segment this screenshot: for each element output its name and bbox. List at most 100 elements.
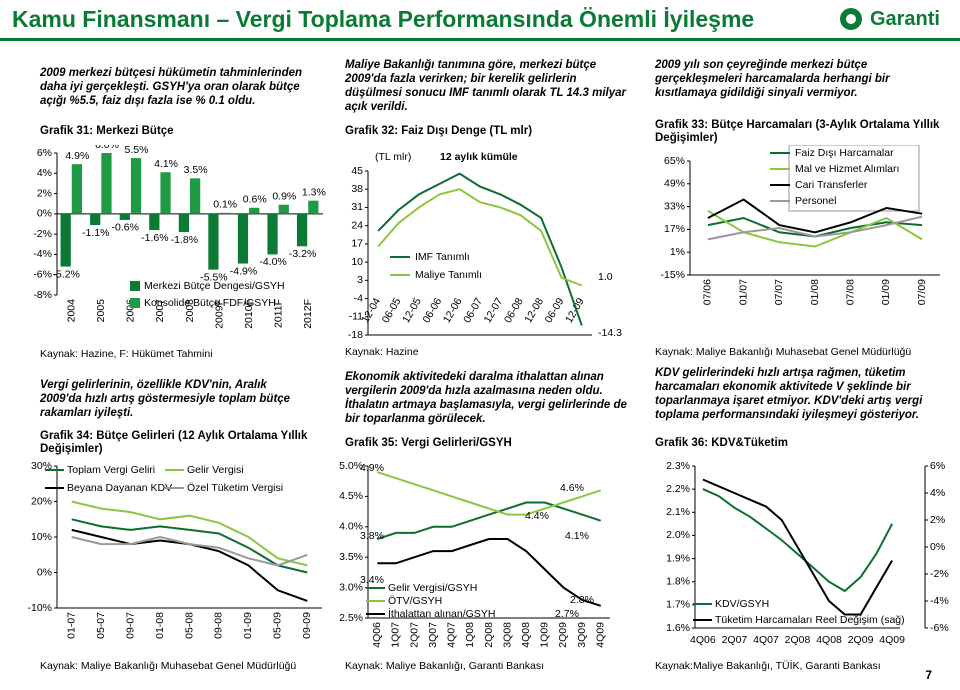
bar — [60, 213, 71, 267]
x-tick-label: 12-05 — [400, 296, 424, 325]
bar — [119, 213, 130, 220]
bar — [237, 213, 249, 264]
y-tick-label: 49% — [664, 178, 685, 190]
x-tick-label: 09-09 — [301, 612, 313, 639]
legend-label: Mal ve Hizmet Alımları — [795, 163, 899, 175]
bar — [267, 213, 278, 255]
value-label: 0.1% — [213, 199, 237, 211]
y-tick-label: -11 — [349, 311, 364, 323]
y2-tick-label: -6% — [930, 622, 949, 634]
value-label: 6.0% — [95, 145, 119, 151]
y-tick-label: -2% — [33, 228, 52, 240]
value-label: -5.2% — [52, 268, 79, 280]
y-tick-label: 2.2% — [666, 483, 690, 495]
legend-label: Maliye Tanımlı — [415, 269, 482, 281]
paragraph: Maliye Bakanlığı tanımına göre, merkezi … — [345, 59, 626, 113]
y2-tick-label: 2% — [930, 514, 945, 526]
annotation: 3.8% — [360, 530, 384, 542]
x-tick-label: 09-08 — [213, 612, 225, 639]
chart: 4538312417103-4-11-1812-0406-0512-0506-0… — [348, 151, 622, 341]
y-tick-label: 2% — [37, 187, 52, 199]
x-tick-label: 05-08 — [183, 612, 195, 639]
annotation: 4.4% — [525, 510, 549, 522]
x-tick-label: 2011F — [272, 299, 284, 328]
x-tick-label: 06-08 — [502, 296, 526, 325]
y-tick-label: -6% — [33, 268, 52, 280]
value-label: -3.2% — [289, 248, 316, 260]
line — [702, 478, 893, 616]
y-tick-label: 5.0% — [339, 460, 363, 472]
chart: 5.0% 4.5% 4.0% 3.5% 3.0% 2.5% 4Q06 1Q07 2Q07 3Q07… — [339, 460, 610, 648]
x-tick-label: 4Q06 — [690, 634, 716, 646]
source: Kaynak: Hazine — [345, 346, 419, 358]
y-tick-label: -4 — [354, 292, 363, 304]
x-tick-label: 12-07 — [482, 296, 506, 325]
value-label: 1.3% — [302, 186, 326, 198]
y-tick-label: -15% — [660, 269, 685, 281]
value-label: -4.9% — [230, 265, 257, 277]
x-tick-label: 1Q07 — [390, 622, 402, 648]
y-tick-label: 1.9% — [666, 552, 690, 564]
y-tick-label: 20% — [31, 495, 52, 507]
annotation: 1.0 — [598, 271, 613, 283]
x-tick-label: 2Q08 — [785, 634, 811, 646]
y2-tick-label: 0% — [930, 541, 945, 553]
value-label: -5.5% — [200, 271, 227, 283]
header-rule — [0, 38, 960, 41]
line — [376, 501, 602, 540]
x-tick-label: 2Q09 — [557, 622, 569, 648]
line — [71, 528, 308, 602]
x-tick-label: 06-05 — [380, 296, 404, 325]
x-tick-label: 4Q07 — [753, 634, 779, 646]
y-tick-label: 1.7% — [666, 599, 690, 611]
line — [71, 518, 308, 574]
y-tick-label: 65% — [664, 155, 685, 167]
x-tick-label: 12-06 — [441, 296, 465, 325]
y-tick-label: -4% — [33, 248, 52, 260]
y-tick-label: 2.1% — [666, 506, 690, 518]
x-tick-label: 05-07 — [95, 612, 107, 639]
legend-label: Gelir Vergisi — [187, 464, 244, 476]
legend-label: Personel — [795, 195, 836, 207]
paragraph: Vergi gelirlerinin, özellikle KDV'nin, A… — [40, 379, 291, 419]
y-tick-label: 3.0% — [339, 581, 363, 593]
legend-label: Beyana Dayanan KDV — [67, 482, 172, 494]
x-tick-label: 01/09 — [880, 279, 892, 305]
y-tick-label: 6% — [37, 147, 52, 159]
x-tick-label: 01/07 — [737, 279, 749, 305]
legend-swatch — [130, 298, 140, 308]
y2-tick-label: -4% — [930, 595, 949, 607]
x-tick-label: 2010F — [243, 299, 255, 329]
x-tick-label: 2Q09 — [848, 634, 874, 646]
y-tick-label: 2.0% — [666, 529, 690, 541]
chart-title: Grafik 36: KDV&Tüketim — [655, 437, 788, 449]
value-label: 4.9% — [65, 150, 89, 162]
y-tick-label: 33% — [664, 200, 685, 212]
page-title: Kamu Finansmanı – Vergi Toplama Performa… — [12, 6, 755, 32]
x-tick-label: 2008 — [184, 299, 196, 323]
x-tick-label: 06-06 — [420, 296, 444, 325]
annotation: 4.9% — [360, 462, 384, 474]
y-tick-label: 2.3% — [666, 460, 690, 472]
x-tick-label: 4Q09 — [879, 634, 905, 646]
bar — [178, 213, 189, 233]
legend-label: Cari Transferler — [795, 179, 868, 191]
y-tick-label: -10% — [27, 602, 52, 614]
y-axis-label: (TL mlr) — [375, 151, 411, 163]
x-tick-label: 09-07 — [124, 612, 136, 639]
bar — [190, 178, 201, 214]
value-label: -1.8% — [171, 234, 198, 246]
annotation: 4.1% — [565, 530, 589, 542]
legend-label: Faiz Dışı Harcamalar — [795, 147, 894, 159]
x-tick-label: 07/08 — [844, 279, 856, 305]
line — [376, 471, 602, 516]
bar — [249, 207, 260, 214]
y-tick-label: 45 — [351, 165, 363, 177]
value-label: 0.9% — [272, 191, 296, 203]
y-tick-label: 10 — [351, 256, 363, 268]
x-tick-label: 3Q08 — [501, 622, 513, 648]
y-tick-label: 2.5% — [339, 612, 363, 624]
y-tick-label: 17 — [351, 238, 363, 250]
bar — [296, 213, 308, 247]
value-label: 5.5% — [125, 145, 149, 156]
